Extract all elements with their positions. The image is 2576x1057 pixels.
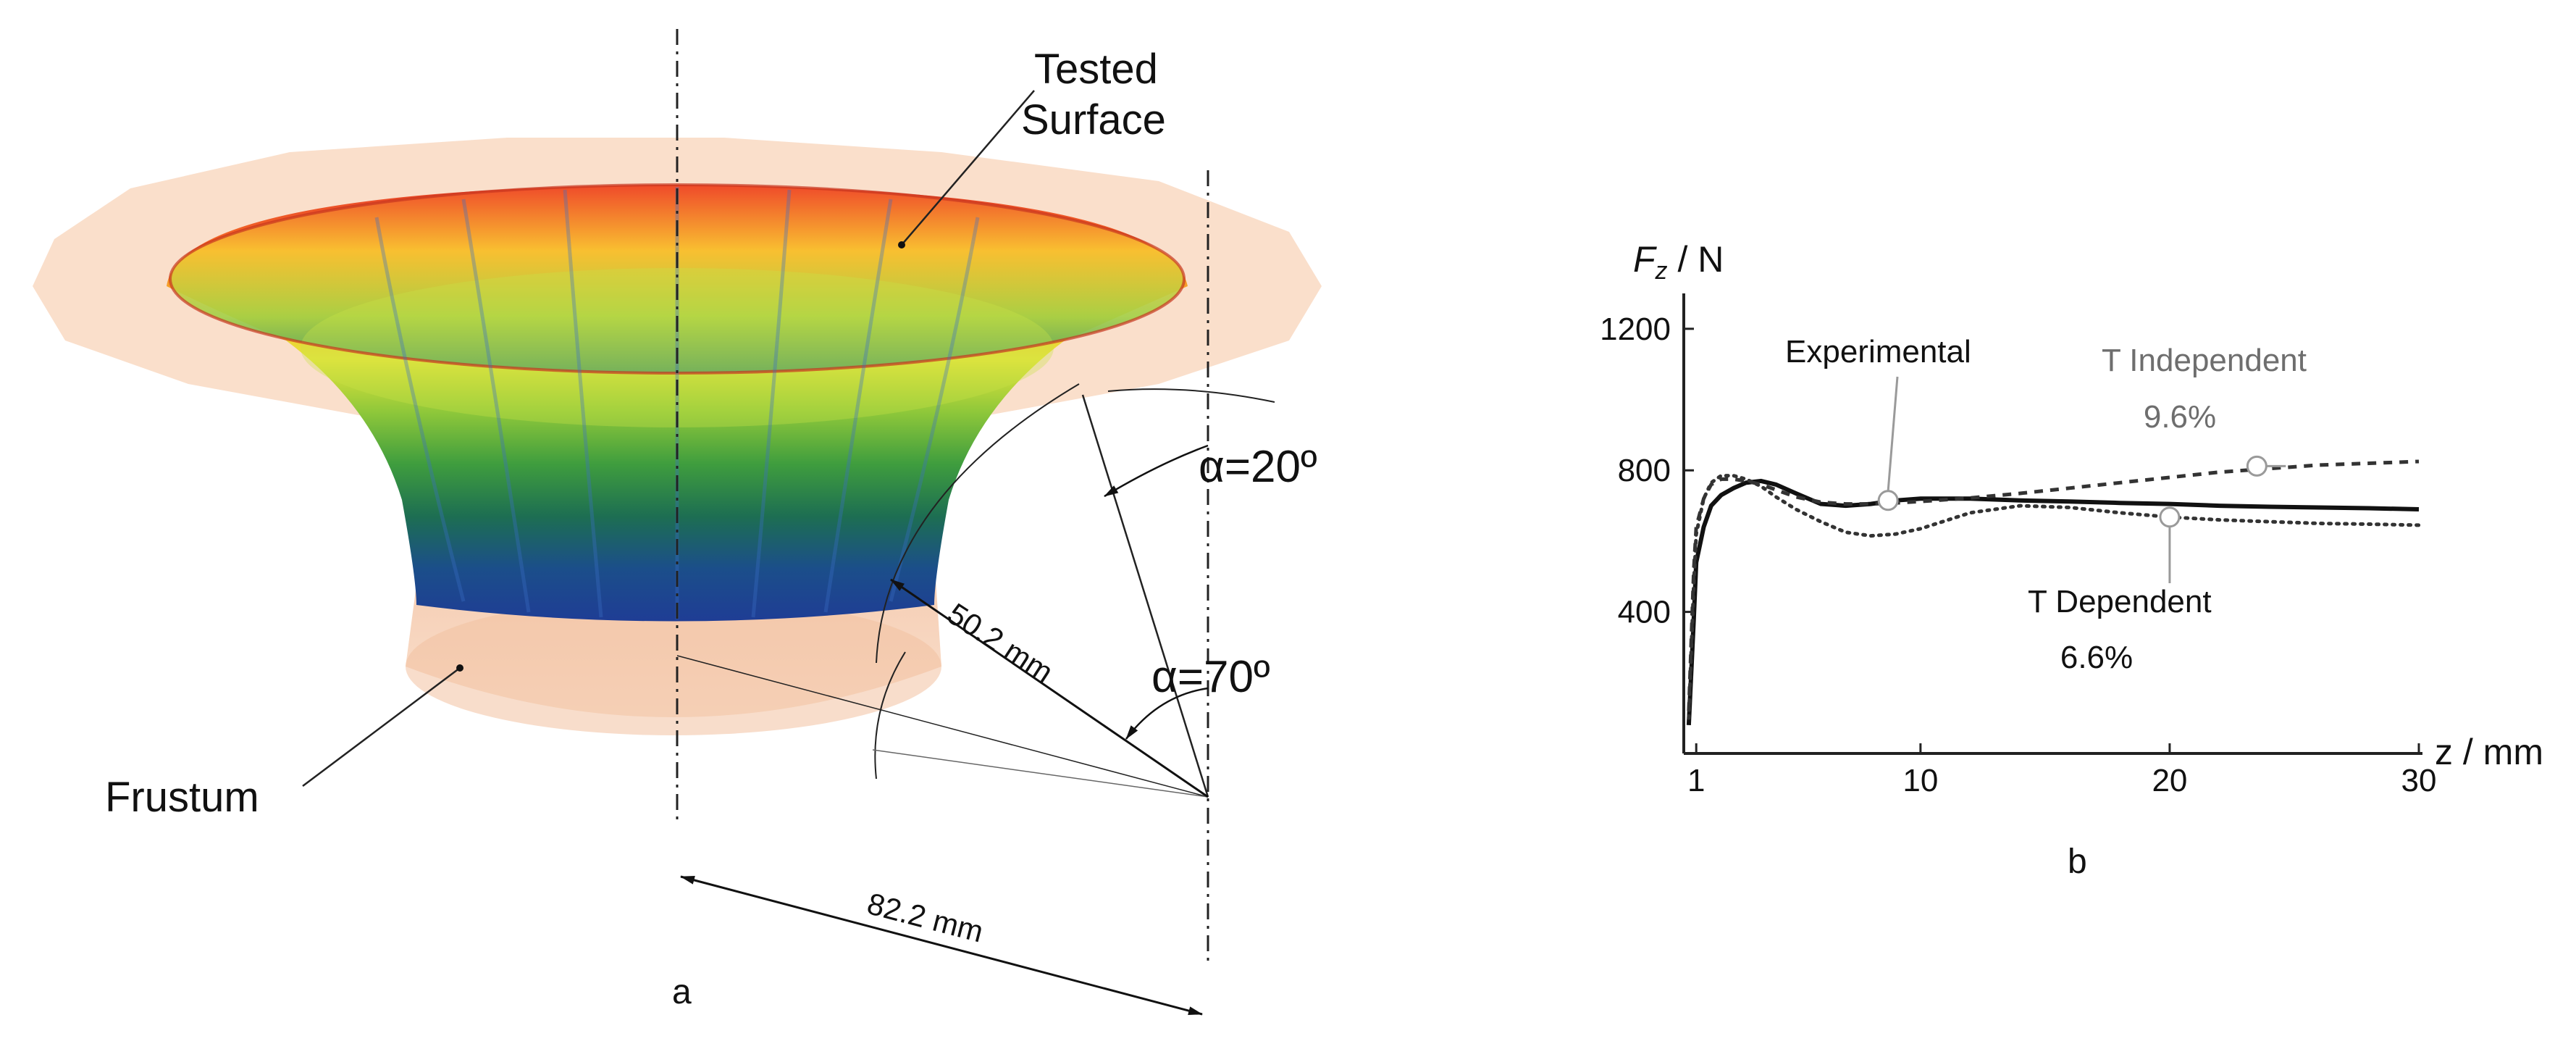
alpha-20-arc <box>1104 444 1209 498</box>
x-tick-label: 20 <box>2152 763 2187 798</box>
width-label: 82.2 mm <box>864 886 987 948</box>
radius-label: 50.2 mm <box>941 596 1060 689</box>
width-arrow <box>680 875 1203 1016</box>
alpha-20-label: α=20º <box>1199 442 1317 492</box>
line-apex-top <box>1081 394 1209 798</box>
construction-arc-lower <box>874 651 906 780</box>
annotation-marker <box>2159 506 2181 528</box>
series-percent-label: 6.6% <box>2060 640 2133 675</box>
y-axis-label-unit: / N <box>1668 239 1724 280</box>
y-axis-label-sub: z <box>1655 257 1668 285</box>
y-tick-label: 800 <box>1618 453 1671 488</box>
chart-series <box>1686 459 2421 726</box>
frustum-leader <box>302 664 463 787</box>
panel-a: Tested Surface Frustum α=20º α=70º 50.2 … <box>33 29 1322 1016</box>
annotation-leader <box>1887 376 1899 491</box>
y-axis-label-main: F <box>1633 239 1657 280</box>
construction-arc-inner <box>876 383 1080 664</box>
annotation-marker <box>1877 490 1899 511</box>
x-tick-label: 10 <box>1902 763 1938 798</box>
annotation-label: T Dependent <box>2028 584 2212 619</box>
x-axis-label: z / mm <box>2435 732 2543 772</box>
series-experimental <box>1686 478 2420 726</box>
panel-a-caption: a <box>672 973 692 1011</box>
chart-axes <box>1682 293 2422 755</box>
frustum-label: Frustum <box>105 774 259 821</box>
y-tick-label: 1200 <box>1600 312 1671 347</box>
chart-annotations: Experimental T Independent T Dependent 9.6%… <box>1785 334 2307 675</box>
alpha-70-label: α=70º <box>1151 652 1270 702</box>
panel-b-caption: b <box>2068 843 2087 881</box>
series-t-dependent <box>1687 474 2421 720</box>
x-tick-label: 1 <box>1687 763 1705 798</box>
tested-surface-leader <box>898 90 1035 248</box>
chart-ticks: 1 10 20 30 400 800 1200 <box>1600 312 2436 798</box>
tested-surface-label-1: Tested <box>1034 46 1158 93</box>
series-percent-label: 9.6% <box>2144 399 2216 435</box>
y-tick-label: 400 <box>1618 595 1671 630</box>
x-tick-label: 30 <box>2401 763 2437 798</box>
y-axis-label: Fz / N <box>1633 239 1724 285</box>
line-apex-lower <box>872 749 1209 798</box>
panel-b: 1 10 20 30 400 800 1200 Experimental T Independ… <box>1600 239 2543 881</box>
annotation-label: T Independent <box>2102 343 2307 378</box>
alpha-70-arc <box>1125 687 1209 740</box>
line-apex-center <box>676 655 1209 798</box>
annotation-label: Experimental <box>1785 334 1971 369</box>
annotation-marker <box>2246 455 2267 477</box>
radius-arrow <box>890 578 1209 798</box>
tested-surface-label-2: Surface <box>1021 96 1166 143</box>
construction-arc-outer <box>1107 388 1275 403</box>
